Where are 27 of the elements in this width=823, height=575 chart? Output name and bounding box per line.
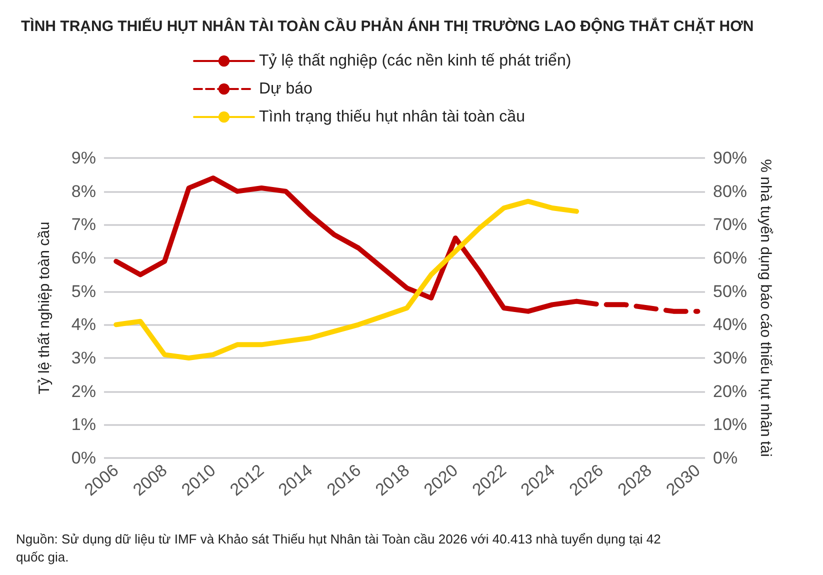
y-tick-label: 7% <box>71 215 96 234</box>
y2-tick-label: 80% <box>713 182 748 201</box>
legend-label: Tỷ lệ thất nghiệp (các nền kinh tế phát triển) <box>259 52 572 70</box>
legend-label: Dự báo <box>259 80 313 98</box>
y2-tick-label: 60% <box>713 248 748 268</box>
y2-tick-label: 90% <box>713 148 748 168</box>
text: Nguồn: Sử dụng dữ liệu từ IMF và Khảo sát Thiếu hụt Nhân tài Toàn cầu 2026 với 40.413 nhà tuyển dụng tại 42 quốc gia. <box>16 532 664 564</box>
y-tick-label: 0% <box>71 448 96 468</box>
y2-tick-label: 0% <box>713 448 738 468</box>
y-axis-title: Tỷ lệ thất nghiệp toàn cầu <box>36 222 53 394</box>
y2-tick-label: 50% <box>713 282 748 301</box>
y-tick-label: 6% <box>71 248 96 268</box>
y2-tick-label: 20% <box>713 382 748 401</box>
y2-axis-title: % nhà tuyển dụng báo cáo thiếu hụt nhân tài <box>756 159 774 457</box>
y2-tick-label: 30% <box>713 348 748 368</box>
y-tick-label: 9% <box>71 148 96 168</box>
legend-label: Tình trạng thiếu hụt nhân tài toàn cầu <box>259 108 525 126</box>
chart-title: TÌNH TRẠNG THIẾU HỤT NHÂN TÀI TOÀN CẦU PHẢN ÁNH THỊ TRƯỜNG LAO ĐỘNG THẮT CHẶT HƠN <box>21 17 754 35</box>
y2-tick-label: 70% <box>713 215 748 234</box>
y-tick-label: 5% <box>71 282 96 301</box>
y-tick-label: 3% <box>71 348 96 368</box>
y-tick-label: 1% <box>71 415 96 434</box>
y-tick-label: 4% <box>71 315 96 334</box>
y2-tick-label: 40% <box>713 315 748 334</box>
y2-tick-label: 10% <box>713 415 748 434</box>
y-tick-label: 8% <box>71 182 96 201</box>
y-tick-label: 2% <box>71 382 96 401</box>
